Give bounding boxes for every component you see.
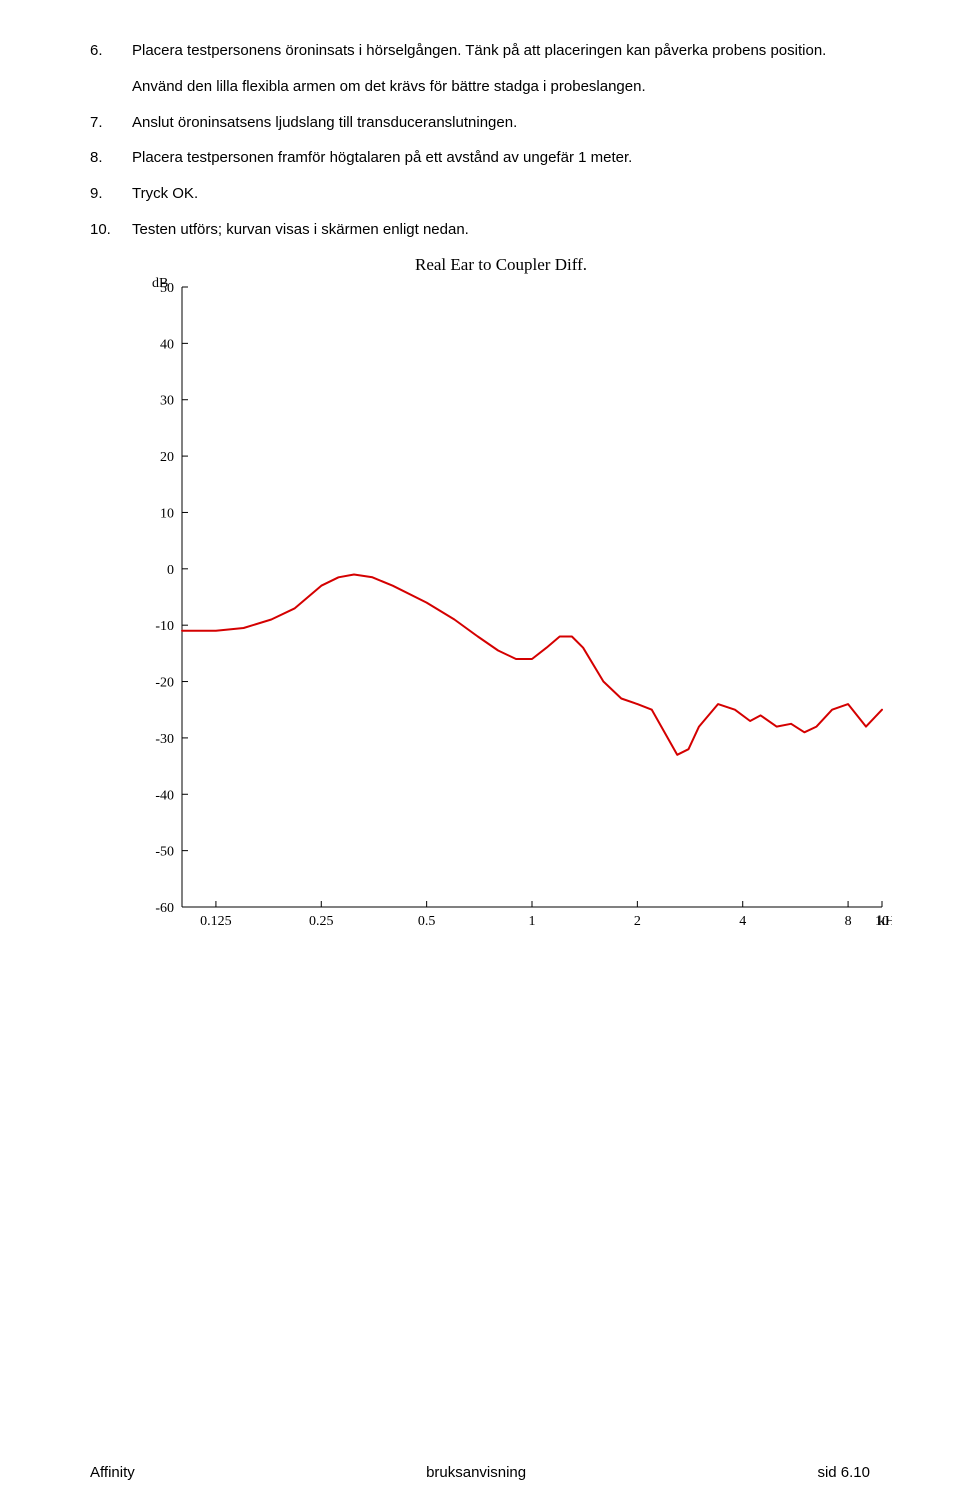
instruction-number: 9. [90, 183, 132, 205]
svg-text:2: 2 [634, 914, 641, 929]
instruction-item: 7.Anslut öroninsatsens ljudslang till tr… [90, 112, 870, 134]
page: 6.Placera testpersonens öroninsats i hör… [0, 0, 960, 1511]
svg-text:4: 4 [739, 914, 746, 929]
svg-text:-60: -60 [155, 901, 174, 916]
page-footer: Affinity bruksanvisning sid 6.10 [90, 1464, 870, 1481]
instruction-text: Placera testpersonen framför högtalaren … [132, 147, 870, 169]
chart-region: Real Ear to Coupler Diff. 50403020100-10… [132, 255, 870, 942]
svg-text:10: 10 [160, 506, 174, 521]
instruction-note: Använd den lilla flexibla armen om det k… [132, 76, 870, 98]
instruction-text: Placera testpersonens öroninsats i hörse… [132, 40, 870, 62]
svg-text:-20: -20 [155, 675, 174, 690]
instruction-number: 8. [90, 147, 132, 169]
svg-text:30: 30 [160, 393, 174, 408]
instruction-item: 9.Tryck OK. [90, 183, 870, 205]
svg-text:20: 20 [160, 450, 174, 465]
instruction-number: 10. [90, 219, 132, 241]
footer-left: Affinity [90, 1464, 135, 1481]
svg-text:-30: -30 [155, 731, 174, 746]
instruction-number: 6. [90, 40, 132, 62]
instruction-item: 8.Placera testpersonen framför högtalare… [90, 147, 870, 169]
instruction-text: Testen utförs; kurvan visas i skärmen en… [132, 219, 870, 241]
instruction-item: 10.Testen utförs; kurvan visas i skärmen… [90, 219, 870, 241]
svg-text:0.125: 0.125 [200, 914, 232, 929]
svg-text:-40: -40 [155, 788, 174, 803]
instruction-text: Anslut öroninsatsens ljudslang till tran… [132, 112, 870, 134]
instruction-list: 6.Placera testpersonens öroninsats i hör… [90, 40, 870, 241]
svg-text:0.25: 0.25 [309, 914, 334, 929]
instruction-number: 7. [90, 112, 132, 134]
svg-text:-50: -50 [155, 844, 174, 859]
instruction-item: 6.Placera testpersonens öroninsats i hör… [90, 40, 870, 62]
svg-text:0: 0 [167, 562, 174, 577]
chart-title: Real Ear to Coupler Diff. [132, 255, 870, 275]
svg-text:kHz: kHz [878, 914, 892, 929]
footer-center: bruksanvisning [426, 1464, 526, 1481]
instruction-text: Tryck OK. [132, 183, 870, 205]
footer-right: sid 6.10 [817, 1464, 870, 1481]
recd-chart: 50403020100-10-20-30-40-50-600.1250.250.… [132, 277, 892, 937]
svg-text:-10: -10 [155, 619, 174, 634]
svg-text:1: 1 [529, 914, 536, 929]
svg-text:40: 40 [160, 337, 174, 352]
svg-text:8: 8 [845, 914, 852, 929]
svg-text:0.5: 0.5 [418, 914, 436, 929]
svg-text:dB: dB [152, 277, 168, 291]
